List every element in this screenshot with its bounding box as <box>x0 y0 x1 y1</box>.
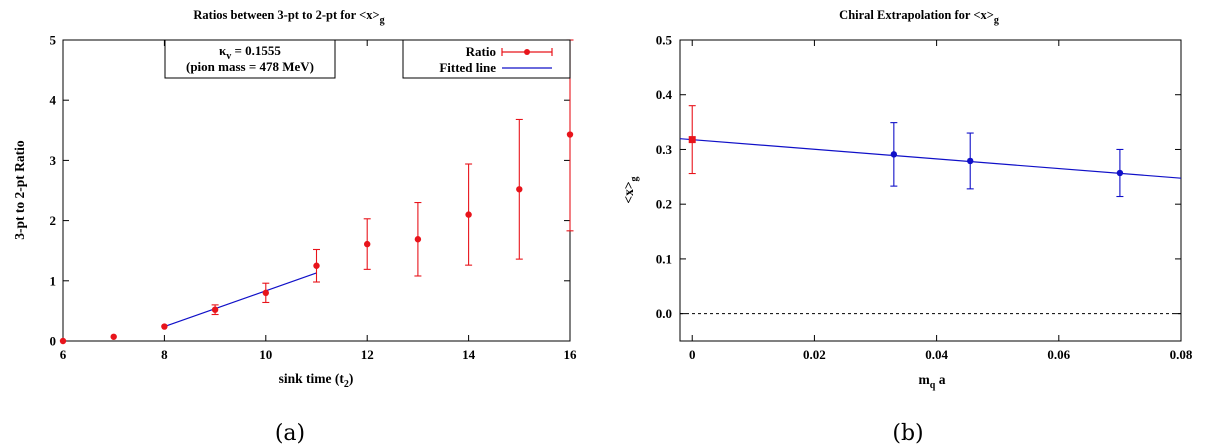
y-tick-label: 0.5 <box>656 33 673 48</box>
x-tick-label: 0.04 <box>925 347 948 362</box>
chart-a-y-ticks: 0 1 2 3 4 5 <box>50 33 570 349</box>
ratio-point <box>414 236 422 243</box>
chart-a-legend: Ratio Fitted line <box>402 39 571 79</box>
y-tick-label: 0 <box>50 334 57 349</box>
caption-b: (b) <box>892 421 923 445</box>
legend-box <box>402 39 571 79</box>
chart-b-title: Chiral Extrapolation for <x>g <box>839 8 999 26</box>
y-tick-label: 0.0 <box>656 306 672 321</box>
chart-a-x-axis-label: sink time (t2) <box>279 371 354 390</box>
x-tick-label: 0.08 <box>1170 347 1193 362</box>
ratio-point <box>211 306 219 313</box>
y-tick-label: 0.1 <box>656 251 672 266</box>
x-tick-label: 10 <box>259 347 272 362</box>
annotation-pion-mass: (pion mass = 478 MeV) <box>186 59 314 74</box>
extrapolated-point <box>688 136 696 144</box>
ratio-point <box>59 337 67 345</box>
y-tick-label: 2 <box>50 213 57 228</box>
y-tick-label: 0.2 <box>656 197 672 212</box>
chiral-fit-line <box>679 138 1182 179</box>
chart-b-y-ticks: 0.0 0.1 0.2 0.3 0.4 0.5 <box>656 33 1181 321</box>
y-tick-label: 4 <box>50 93 57 108</box>
chart-a-plot-frame <box>62 39 571 342</box>
x-tick-label: 0.02 <box>803 347 826 362</box>
chart-a-y-axis-label: 3-pt to 2-pt Ratio <box>12 140 27 240</box>
chart-a-annotation: κv = 0.1555 (pion mass = 478 MeV) <box>164 39 336 79</box>
x-tick-label: 0.06 <box>1047 347 1070 362</box>
x-tick-label: 12 <box>361 347 374 362</box>
y-tick-label: 5 <box>50 33 57 48</box>
y-tick-label: 0.3 <box>656 142 673 157</box>
ratio-point <box>566 131 574 138</box>
x-tick-label: 0 <box>689 347 696 362</box>
ratio-point <box>465 211 472 218</box>
chart-b-y-axis-label: <x>g <box>621 176 640 203</box>
ratio-point <box>516 186 523 193</box>
ratio-point <box>110 333 117 340</box>
data-point <box>967 157 974 165</box>
chart-b: Chiral Extrapolation for <x>g 0.00.10.20… <box>621 8 1193 391</box>
chart-b-points-layer <box>688 105 1124 198</box>
legend-label-ratio: Ratio <box>466 44 496 59</box>
chart-a-x-ticks: 6 8 10 12 14 16 <box>60 40 577 362</box>
y-tick-label: 0.4 <box>656 87 673 102</box>
legend-label-fitted-line: Fitted line <box>439 60 496 75</box>
annotation-kappa: κv = 0.1555 <box>219 43 281 62</box>
ratio-point <box>313 262 320 269</box>
chart-a-fitted-line-layer <box>164 272 317 328</box>
chart-a-points-layer <box>59 39 574 345</box>
caption-a: (a) <box>275 421 305 445</box>
x-tick-label: 14 <box>462 347 476 362</box>
data-point <box>1116 169 1124 177</box>
data-point <box>890 151 898 158</box>
chart-b-x-axis-label: mq a <box>919 372 946 391</box>
y-tick-label: 1 <box>50 273 57 288</box>
legend-swatch-ratio-marker <box>524 49 530 55</box>
annotation-box <box>164 39 336 79</box>
ratio-point <box>161 323 168 330</box>
chart-b-plot-frame <box>679 39 1182 342</box>
fitted-line <box>164 272 317 328</box>
x-tick-label: 6 <box>60 347 67 362</box>
y-tick-label: 3 <box>50 153 57 168</box>
chart-b-x-ticks: 0 0.02 0.04 0.06 0.08 <box>689 40 1193 362</box>
chart-a-title: Ratios between 3-pt to 2-pt for <x>g <box>193 8 384 26</box>
x-tick-label: 8 <box>161 347 168 362</box>
x-tick-label: 16 <box>564 347 578 362</box>
chart-b-fit-line-layer <box>679 138 1182 179</box>
chart-a: Ratios between 3-pt to 2-pt for <x>g 012… <box>12 8 577 390</box>
ratio-point <box>262 289 269 297</box>
ratio-point <box>364 240 371 248</box>
